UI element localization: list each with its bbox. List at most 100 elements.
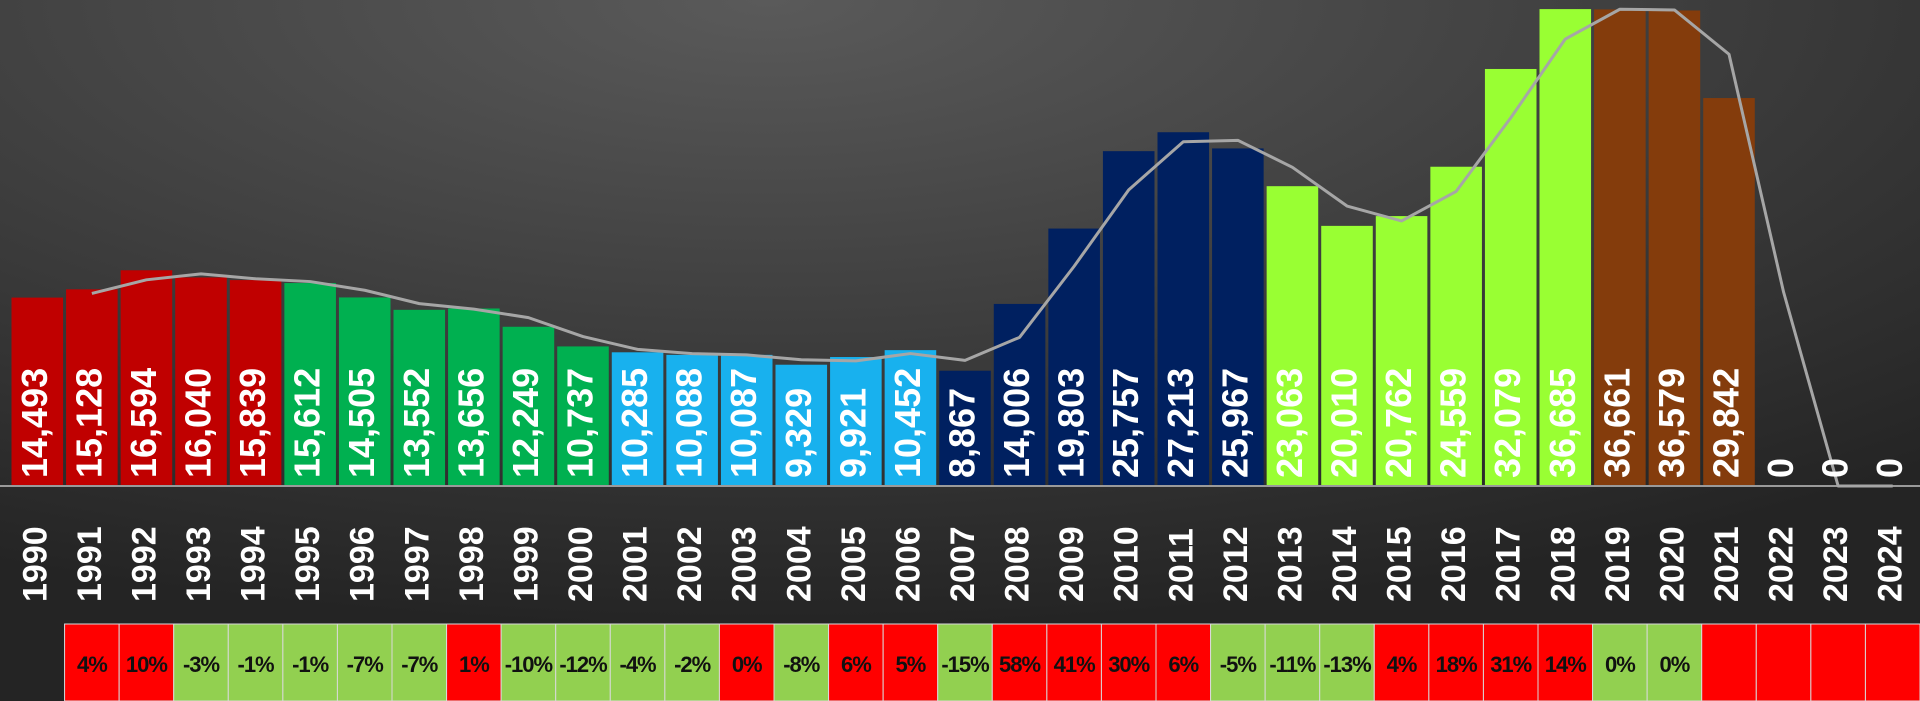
bar: [557, 346, 609, 486]
change-box: [336, 623, 393, 701]
bar-label: 10,088: [669, 368, 710, 478]
bar-label: 36,661: [1596, 368, 1637, 478]
bar-label: 19,803: [1051, 368, 1092, 478]
year-label: 2011: [1162, 528, 1200, 602]
year-label: 2020: [1653, 526, 1691, 602]
change-label: 41%: [1054, 652, 1095, 677]
change-box: [500, 623, 557, 701]
change-box: [1100, 623, 1157, 701]
bar-label: 24,559: [1433, 368, 1474, 478]
bar: [1375, 216, 1428, 486]
change-box: [1264, 623, 1321, 701]
bar-label: 36,685: [1542, 368, 1583, 478]
change-box: [173, 623, 229, 701]
change-label: 1%: [459, 652, 489, 677]
bar: [1430, 166, 1482, 486]
bar-label: 9,329: [778, 388, 819, 478]
bar: [393, 309, 446, 486]
bar-label: 14,006: [996, 368, 1037, 478]
bar-label: 9,921: [832, 388, 873, 478]
change-box: [227, 623, 284, 701]
year-label: 2014: [1326, 526, 1364, 602]
change-label: 6%: [841, 652, 871, 677]
change-box: [1701, 623, 1757, 701]
bar: [229, 280, 282, 486]
bar-label: 13,552: [396, 368, 437, 478]
bar-label: 10,737: [560, 368, 601, 478]
change-label: -12%: [559, 652, 607, 677]
bar: [1648, 10, 1701, 487]
change-label: 30%: [1108, 652, 1149, 677]
change-box: [282, 623, 338, 701]
year-label: 1999: [507, 526, 545, 602]
bar-label: 12,249: [505, 368, 546, 478]
bar: [284, 283, 336, 486]
change-label: -10%: [505, 652, 553, 677]
year-label: 1995: [289, 526, 327, 602]
bar: [1157, 132, 1210, 486]
change-label: -15%: [941, 652, 989, 677]
bar: [993, 303, 1046, 486]
change-label: 4%: [77, 652, 107, 677]
bar: [338, 297, 391, 486]
change-box: [1046, 623, 1102, 701]
change-label: -1%: [238, 652, 275, 677]
bar: [1266, 186, 1319, 486]
change-box: [1155, 623, 1212, 701]
change-label: -2%: [674, 652, 711, 677]
change-label: -5%: [1220, 652, 1257, 677]
bar-label: 10,087: [723, 368, 764, 478]
change-label: 0%: [732, 652, 762, 677]
bar: [120, 270, 173, 486]
bar: [448, 308, 500, 486]
bar: [1703, 98, 1755, 486]
bar: [1484, 68, 1537, 487]
change-label: 0%: [1660, 652, 1690, 677]
bar-label: 20,762: [1378, 368, 1419, 478]
year-label: 2009: [1053, 526, 1091, 602]
year-label: 2001: [617, 526, 655, 602]
bar-label: 0: [1869, 458, 1910, 478]
bar-label: 0: [1815, 458, 1856, 478]
change-label: 14%: [1545, 652, 1586, 677]
change-box: [1755, 623, 1812, 701]
change-label: 58%: [999, 652, 1040, 677]
bar: [1539, 9, 1592, 486]
change-box: [1810, 623, 1866, 701]
change-box: [391, 623, 448, 701]
change-label: -13%: [1323, 652, 1371, 677]
year-label: 2016: [1435, 526, 1473, 602]
change-box: [609, 623, 666, 701]
year-label: 2017: [1490, 526, 1528, 602]
year-label: 2021: [1708, 526, 1746, 602]
year-label: 2015: [1381, 526, 1419, 602]
bar: [11, 297, 64, 486]
change-label: -7%: [401, 652, 438, 677]
year-label: 2007: [944, 526, 982, 602]
bar-label: 32,079: [1487, 368, 1528, 478]
bar-label: 15,612: [287, 368, 328, 478]
bar: [666, 354, 718, 486]
change-label: -3%: [183, 652, 220, 677]
change-label: -11%: [1269, 652, 1316, 677]
bar-label: 25,967: [1214, 368, 1255, 478]
year-label: 2002: [671, 526, 709, 602]
change-label: 18%: [1436, 652, 1477, 677]
year-label: 1998: [453, 526, 491, 602]
bar-label: 25,757: [1105, 368, 1146, 478]
change-box: [1864, 623, 1920, 701]
change-box: [1373, 623, 1430, 701]
bar-label: 15,839: [232, 368, 273, 478]
bar-label: 13,656: [450, 368, 491, 478]
year-label: 1997: [398, 526, 436, 602]
year-label: 2000: [562, 526, 600, 602]
year-label: 2005: [835, 526, 873, 602]
change-label: 5%: [896, 652, 926, 677]
year-label: 2022: [1763, 526, 1801, 602]
bar: [1594, 9, 1646, 486]
bar: [830, 357, 882, 486]
year-label: 2008: [999, 526, 1037, 602]
bar-label: 8,867: [942, 388, 983, 478]
